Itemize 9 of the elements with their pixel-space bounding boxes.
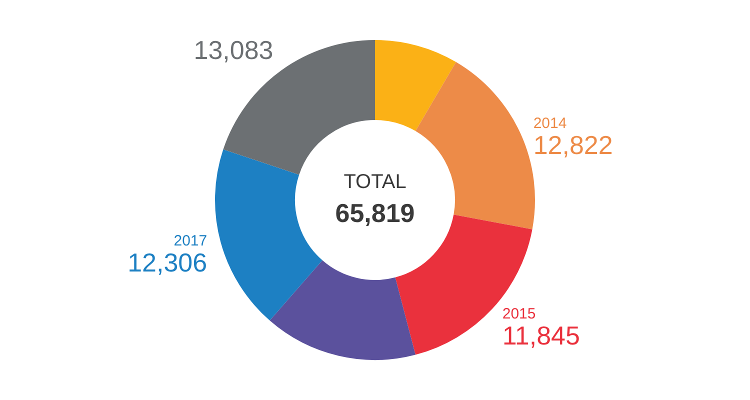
text: 65,819: [335, 198, 415, 228]
data-label: 12,306: [128, 248, 208, 278]
data-label: 13,083: [194, 34, 274, 65]
data-label: 12,822: [533, 130, 613, 160]
slice-label: 2015: [502, 306, 536, 323]
data-label: 11,845: [502, 320, 580, 351]
slice-label: 2014: [533, 114, 567, 132]
slice-label: 2017: [174, 232, 208, 250]
text: TOTAL: [344, 171, 406, 193]
